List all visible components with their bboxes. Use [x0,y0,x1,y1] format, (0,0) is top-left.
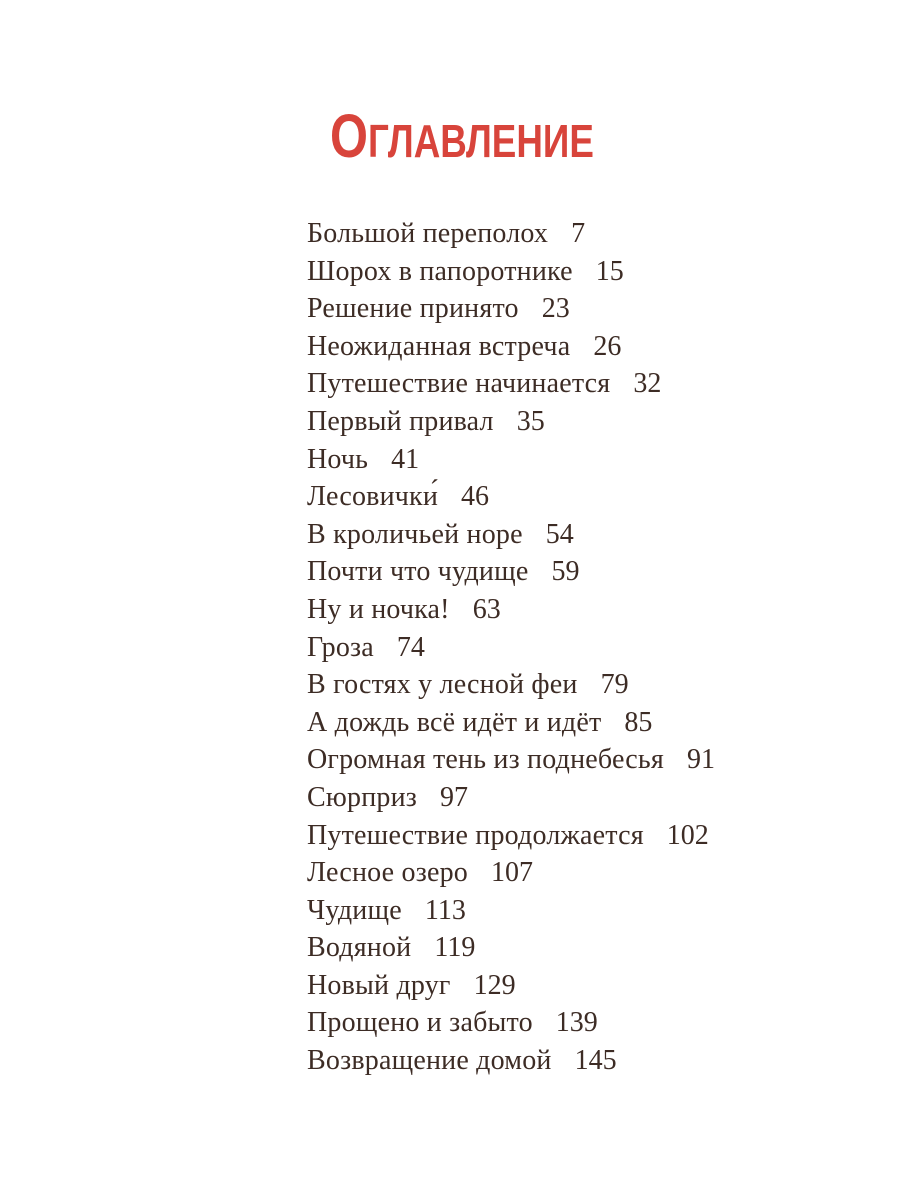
toc-entry-label: Водяной [307,932,412,964]
toc-entry: Лесовички́ 46 [307,481,827,519]
toc-entry: Путешествие начинается 32 [307,368,827,406]
toc-entry-page-number: 145 [574,1045,617,1077]
toc-entry: Сюрприз 97 [307,782,827,820]
page-title: Оглавление [330,102,594,170]
toc-entry-label: Возвращение домой [307,1045,552,1077]
toc-entry-page-number: 63 [472,593,501,625]
toc-entry-label: В гостях у лесной феи [307,669,578,701]
toc-entry: Водяной 119 [307,932,827,970]
toc-entry-page-number: 85 [624,706,653,738]
toc-entry-page-number: 46 [461,481,490,513]
toc-entry: В гостях у лесной феи 79 [307,669,827,707]
toc-entry-label: В кроличьей норе [307,518,523,550]
toc-entry: Шорох в папоротнике 15 [307,256,827,294]
toc-entry-page-number: 15 [595,255,624,287]
toc-entry-label: Прощено и забыто [307,1007,533,1039]
toc-entry: Ну и ночка! 63 [307,594,827,632]
toc-entry-page-number: 7 [571,218,586,249]
toc-entry: Лесное озеро 107 [307,857,827,895]
toc-entry-label: Ну и ночка! [307,593,450,625]
toc-entry-page-number: 23 [541,293,570,325]
toc-entry-page-number: 107 [491,857,533,889]
toc-entry-label: Ночь [307,443,369,475]
toc-entry: Решение принято 23 [307,293,827,331]
toc-entry-label: Шорох в папоротнике [307,255,573,287]
toc-entry-label: Неожиданная встреча [307,330,571,362]
toc-entry-label: Путешествие начинается [307,368,611,400]
toc-entry-label: Решение принято [307,293,519,325]
toc-entry-page-number: 129 [473,969,516,1001]
toc-entry: Возвращение домой 145 [307,1045,827,1083]
toc-entry: Первый привал 35 [307,406,827,444]
toc-entry-page-number: 119 [434,932,476,964]
toc-entry: Неожиданная встреча 26 [307,331,827,369]
toc-entry: Прощено и забыто 139 [307,1007,827,1045]
toc-entry-label: Сюрприз [307,781,418,813]
toc-entry-page-number: 59 [551,556,580,588]
toc-entry: Почти что чудище 59 [307,556,827,594]
toc-entry: Путешествие продолжается 102 [307,820,827,858]
toc-entry-page-number: 54 [545,518,574,550]
toc-entry-label: Огромная тень из поднебесья [307,744,664,776]
toc-entry-label: Чудище [307,894,402,926]
toc-entry: А дождь всё идёт и идёт 85 [307,707,827,745]
toc-entry-page-number: 79 [600,669,629,701]
toc-entry: В кроличьей норе 54 [307,519,827,557]
toc-entry-page-number: 35 [516,405,545,437]
toc-entry: Новый друг 129 [307,970,827,1008]
toc-entry-label: Первый привал [307,405,494,437]
toc-entry-page-number: 139 [555,1007,598,1039]
toc-entry: Огромная тень из поднебесья 91 [307,744,827,782]
toc-entry-page-number: 41 [391,443,420,475]
toc-entry: Чудище 113 [307,895,827,933]
toc-entry: Гроза 74 [307,632,827,670]
toc-entry-page-number: 32 [633,368,662,400]
toc-entry-label: Новый друг [307,969,451,1001]
toc-entry-label: Почти что чудище [307,556,529,588]
toc-entry-page-number: 102 [666,819,709,851]
toc-entry: Ночь 41 [307,444,827,482]
toc-entry-label: Путешествие продолжается [307,819,644,851]
toc-list: Большой переполох 7 Шорох в папоротнике … [307,218,827,1083]
toc-entry-label: А дождь всё идёт и идёт [307,706,602,738]
toc-entry-page-number: 26 [593,330,622,362]
toc-entry-page-number: 113 [424,894,466,926]
toc-entry-label: Лесовички́ [307,481,439,513]
toc-entry-page-number: 97 [440,781,469,813]
toc-entry-label: Большой переполох [307,218,549,249]
toc-entry-page-number: 91 [686,744,715,776]
toc-entry-label: Гроза [307,631,374,663]
toc-entry: Большой переполох 7 [307,218,827,256]
toc-entry-page-number: 74 [396,631,425,663]
toc-entry-label: Лесное озеро [307,857,468,889]
